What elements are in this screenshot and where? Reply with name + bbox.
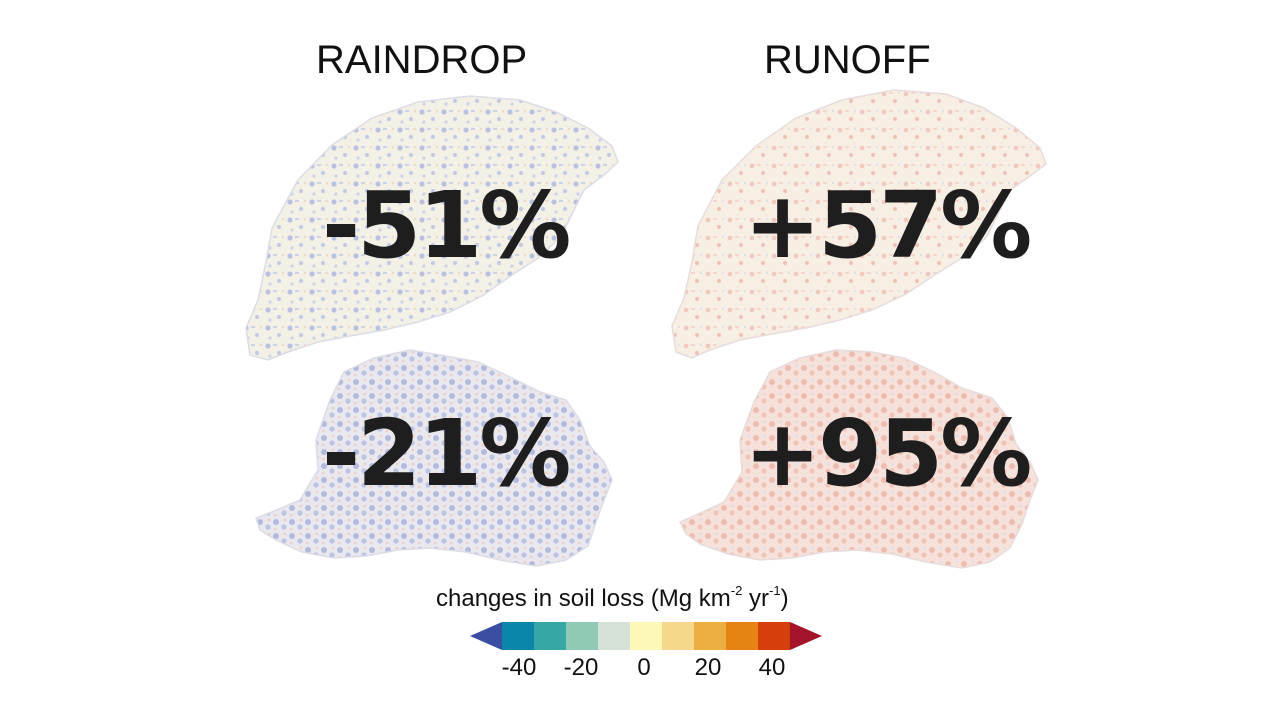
- colorbar-segment: [502, 622, 534, 650]
- legend-title-main: changes in soil loss (Mg km: [436, 585, 731, 612]
- legend-tick-2: -20: [563, 654, 599, 681]
- legend-colorbar: [470, 622, 822, 650]
- runoff-column-title: RUNOFF: [764, 38, 931, 82]
- map-raindrop-bottom: [255, 349, 613, 567]
- legend-title-mid: yr: [742, 585, 770, 612]
- colorbar-segment: [726, 622, 758, 650]
- colorbar-segment: [630, 622, 662, 650]
- colorbar-segment: [470, 622, 502, 650]
- legend-tick-3: 0: [637, 654, 651, 681]
- colorbar-segment: [598, 622, 630, 650]
- raindrop-column-title: RAINDROP: [316, 38, 528, 82]
- map-runoff-top: [671, 89, 1047, 359]
- value-runoff-bottom: +95%: [744, 400, 1032, 507]
- legend-title: changes in soil loss (Mg km-2 yr-1): [436, 583, 789, 613]
- value-raindrop-top: -51%: [322, 172, 571, 279]
- colorbar-segment: [534, 622, 566, 650]
- legend-title-end: ): [780, 585, 789, 612]
- colorbar-segment: [758, 622, 790, 650]
- legend-tick-4: 20: [694, 654, 722, 681]
- value-runoff-top: +57%: [744, 172, 1032, 279]
- colorbar-segment: [662, 622, 694, 650]
- colorbar-segment: [790, 622, 822, 650]
- map-raindrop-top: [245, 95, 619, 361]
- map-runoff-bottom: [678, 349, 1039, 569]
- value-raindrop-bottom: -21%: [322, 400, 571, 507]
- colorbar-segment: [694, 622, 726, 650]
- colorbar-segment: [566, 622, 598, 650]
- legend-title-exp1: -2: [730, 583, 743, 598]
- legend-title-exp2: -1: [769, 583, 781, 598]
- legend-tick-5: 40: [758, 654, 786, 681]
- legend-tick-1: -40: [501, 654, 537, 681]
